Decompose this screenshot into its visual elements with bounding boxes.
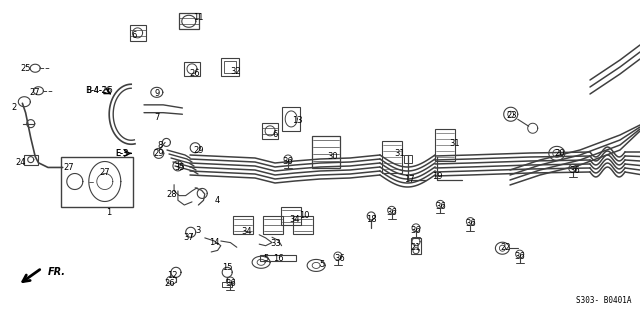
Text: 36: 36	[465, 219, 476, 228]
Text: 24: 24	[15, 158, 26, 167]
Text: 36: 36	[387, 208, 397, 217]
Text: 7: 7	[154, 113, 159, 122]
Text: 1: 1	[106, 208, 111, 217]
Text: 18: 18	[366, 215, 376, 223]
Text: 27: 27	[99, 168, 109, 177]
Text: 33: 33	[270, 239, 280, 248]
Text: 10: 10	[299, 212, 309, 220]
Bar	[281, 207, 301, 225]
Text: 31: 31	[449, 140, 460, 148]
Text: 4: 4	[215, 196, 220, 205]
Text: 36: 36	[283, 157, 293, 166]
Text: E-3: E-3	[115, 149, 129, 158]
Bar	[263, 216, 283, 234]
Bar	[404, 155, 412, 163]
Text: 27: 27	[64, 163, 74, 172]
Text: 31: 31	[395, 149, 405, 158]
Bar	[381, 141, 402, 172]
Text: 22: 22	[500, 243, 511, 252]
Bar	[260, 255, 296, 261]
Text: 26: 26	[164, 279, 175, 288]
Text: 17: 17	[404, 176, 415, 184]
Text: 20: 20	[555, 149, 565, 158]
Text: 27: 27	[30, 88, 40, 97]
Bar	[184, 62, 200, 76]
Bar	[61, 156, 133, 207]
Bar	[129, 25, 146, 41]
Text: 19: 19	[432, 172, 442, 181]
Bar	[282, 107, 300, 131]
Text: E-3: E-3	[115, 149, 128, 158]
Text: 34: 34	[241, 227, 252, 236]
Text: 11: 11	[193, 13, 204, 22]
Text: S303- B0401A: S303- B0401A	[577, 296, 632, 305]
Bar	[411, 238, 421, 254]
Text: 16: 16	[273, 254, 284, 263]
Text: 3: 3	[196, 226, 201, 234]
Text: 36: 36	[515, 252, 525, 261]
Bar	[293, 216, 313, 234]
Bar	[225, 61, 236, 73]
Text: FR.: FR.	[48, 267, 66, 277]
Text: 37: 37	[184, 233, 194, 242]
Text: 6: 6	[132, 32, 137, 40]
Text: 13: 13	[292, 116, 303, 125]
Text: 25: 25	[20, 64, 31, 73]
Text: 29: 29	[193, 146, 204, 155]
Text: 36: 36	[225, 279, 236, 288]
Text: B-4-26: B-4-26	[86, 86, 112, 95]
Text: 14: 14	[209, 238, 220, 247]
Text: 8: 8	[157, 141, 163, 150]
Text: 15: 15	[222, 263, 232, 272]
Text: 32: 32	[230, 68, 241, 76]
Text: 6: 6	[273, 130, 278, 139]
Bar	[233, 216, 253, 234]
Bar	[262, 123, 278, 139]
Text: 5: 5	[263, 254, 268, 263]
Text: 28: 28	[166, 190, 177, 199]
Text: 36: 36	[334, 254, 344, 263]
Text: 12: 12	[168, 271, 178, 280]
Bar	[222, 282, 232, 287]
Text: 26: 26	[190, 69, 200, 78]
Text: 29: 29	[154, 149, 164, 158]
Text: 36: 36	[435, 202, 445, 211]
Text: 23: 23	[507, 111, 517, 120]
Text: 34: 34	[289, 215, 300, 223]
Bar	[24, 155, 38, 165]
Text: 5: 5	[319, 260, 324, 269]
Bar	[221, 58, 239, 76]
Bar	[435, 129, 455, 161]
Text: 21: 21	[411, 243, 421, 252]
Text: 2: 2	[12, 104, 17, 112]
Text: 35: 35	[174, 163, 184, 172]
Bar	[312, 136, 340, 168]
Bar	[179, 13, 199, 29]
Text: 9: 9	[154, 90, 159, 98]
Text: 36: 36	[570, 166, 580, 175]
Text: 30: 30	[328, 152, 338, 161]
Text: B-4-26: B-4-26	[85, 86, 113, 95]
Text: 36: 36	[411, 226, 421, 234]
